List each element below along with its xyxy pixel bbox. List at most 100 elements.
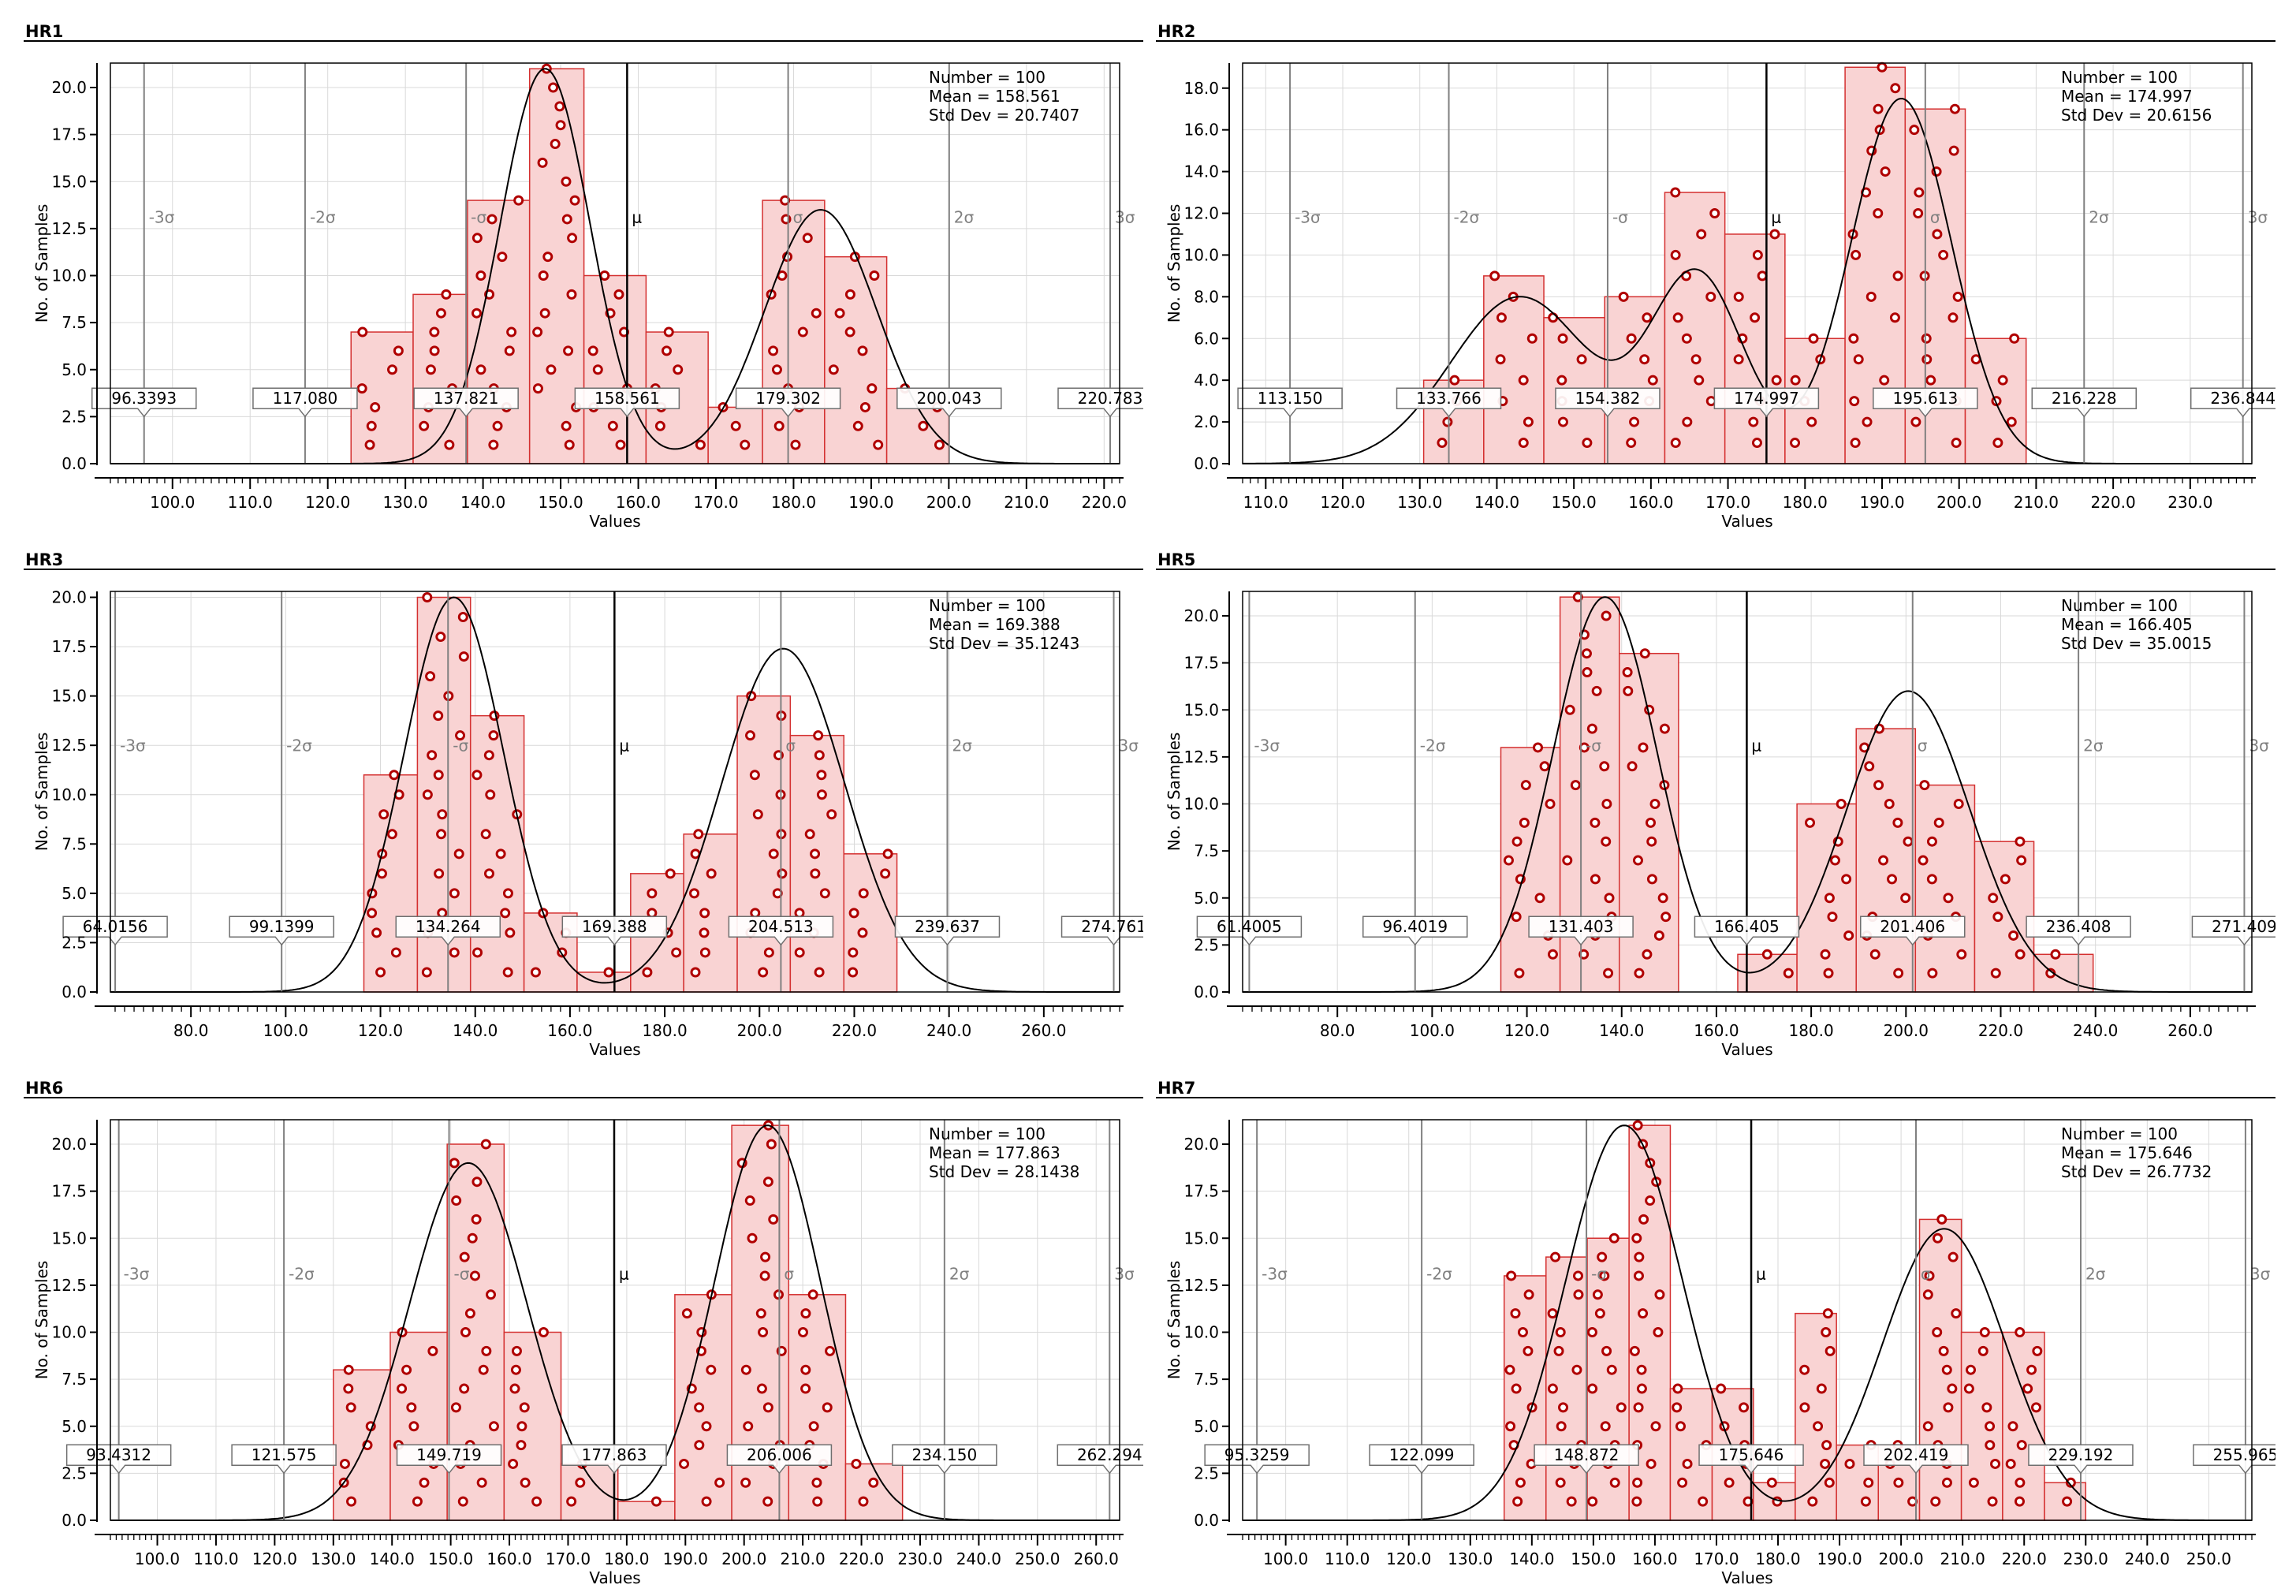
sample-point: [826, 809, 837, 820]
x-tick-label: 110.0: [1243, 493, 1288, 512]
stat-std-dev: Std Dev = 35.0015: [2061, 634, 2212, 653]
sample-point: [1926, 836, 1937, 847]
sample-point: [750, 908, 761, 919]
sample-point: [1633, 1402, 1644, 1413]
stats-box: Number = 100 Mean = 174.997 Std Dev = 20…: [2061, 68, 2212, 125]
sample-point: [762, 1496, 773, 1507]
sigma-symbol: -3σ: [124, 1265, 150, 1284]
sample-point: [1889, 312, 1900, 323]
sigma-value-label: 262.294: [1077, 1445, 1142, 1464]
sample-point: [599, 270, 610, 282]
sample-point: [1985, 1440, 1996, 1451]
sample-point: [1449, 375, 1460, 386]
x-tick-label: 170.0: [1705, 493, 1750, 512]
sample-point: [366, 420, 377, 431]
sigma-callout-box: [252, 387, 358, 418]
stat-mean: Mean = 174.997: [2061, 87, 2193, 106]
x-axis-label: Values: [1721, 1568, 1772, 1587]
y-tick-label: 18.0: [1183, 79, 1219, 98]
sigma-value-label: 133.766: [1416, 389, 1482, 408]
sigma-callout-box: [1057, 1444, 1143, 1475]
sample-point: [858, 888, 869, 899]
sample-point: [869, 270, 880, 282]
sample-point: [509, 1383, 520, 1394]
x-tick-label: 80.0: [173, 1021, 209, 1040]
y-tick-label: 7.5: [62, 313, 87, 332]
sigma-value-label: 206.006: [747, 1445, 812, 1464]
sigma-value-label: 201.406: [1880, 917, 1945, 936]
sigma-value-label: 166.405: [1714, 917, 1780, 936]
sigma-callout-box: [735, 387, 841, 418]
sample-point: [1862, 416, 1873, 427]
sample-point: [706, 1364, 717, 1375]
histogram-bar: [363, 774, 419, 993]
sample-point: [810, 848, 821, 860]
sample-points: [1437, 62, 2020, 449]
histogram-panel-hr6: HR6 -3σ 93.4312 -2σ 121.575 -σ 149.719 μ 177.86…: [24, 1077, 1143, 1590]
sample-point: [1572, 591, 1583, 602]
sample-point: [1495, 354, 1506, 365]
sigma-value-label: 93.4312: [86, 1445, 151, 1464]
sample-point: [642, 967, 653, 978]
sample-point: [1586, 723, 1597, 734]
stat-mean: Mean = 169.388: [929, 615, 1060, 634]
sample-point: [459, 1251, 470, 1262]
sample-point: [343, 1383, 354, 1394]
sample-point: [1909, 125, 1920, 136]
sigma-symbol: -2σ: [1454, 208, 1480, 227]
sample-point: [532, 383, 543, 394]
sample-point: [1523, 1289, 1534, 1300]
stat-number: Number = 100: [2061, 1124, 2178, 1143]
sample-point: [819, 888, 830, 899]
sample-point: [1523, 416, 1534, 427]
sigma-symbol: -2σ: [289, 1265, 315, 1284]
x-tick-label: 190.0: [663, 1549, 708, 1568]
y-tick-label: 17.5: [51, 125, 87, 144]
sample-point: [401, 1364, 412, 1375]
stat-mean: Mean = 175.646: [2061, 1143, 2193, 1162]
sample-point: [1938, 1345, 1949, 1356]
sample-point: [1860, 1496, 1871, 1507]
sigma-callout-box: [728, 915, 834, 946]
sample-point: [408, 1421, 419, 1432]
sigma-symbol: μ: [632, 208, 642, 227]
sigma-callout-box: [561, 915, 668, 946]
sample-point: [1631, 1496, 1642, 1507]
sample-point: [1924, 1270, 1935, 1281]
sample-point: [422, 789, 433, 800]
sample-point: [816, 789, 827, 800]
sample-point: [1553, 1345, 1564, 1356]
sample-point: [1632, 855, 1643, 866]
sample-point: [1821, 1440, 1832, 1451]
sample-point: [844, 326, 855, 337]
y-axis: 0.0 2.0 4.0 6.0 8.0 10.0 12.0 14.0 16.0 18.0 No. o…: [1165, 63, 1230, 473]
sigma-value-label: 96.4019: [1382, 917, 1448, 936]
sample-point: [435, 632, 446, 643]
sigma-callout-box: [2028, 1444, 2134, 1475]
sample-point: [834, 308, 845, 319]
x-tick-label: 220.0: [2002, 1549, 2047, 1568]
sample-point: [389, 770, 400, 781]
sample-point: [1672, 1402, 1683, 1413]
stat-number: Number = 100: [2061, 596, 2178, 615]
sample-point: [2026, 1364, 2037, 1375]
x-axis: 80.0 100.0 120.0 140.0 160.0 180.0 200.0 220.0 2…: [1227, 1005, 2256, 1059]
sample-point: [1892, 817, 1903, 828]
sample-point: [464, 1308, 475, 1319]
sample-point: [433, 710, 444, 722]
y-tick-label: 12.0: [1183, 204, 1219, 223]
x-tick-label: 100.0: [1410, 1021, 1455, 1040]
x-tick-label: 170.0: [546, 1549, 591, 1568]
x-tick-label: 100.0: [1263, 1549, 1308, 1568]
sample-point: [699, 908, 710, 919]
sample-point: [690, 848, 701, 860]
sigma-symbol: 2σ: [2083, 736, 2104, 755]
sample-point: [1887, 874, 1898, 885]
sample-point: [1829, 855, 1840, 866]
histogram-bar: [1724, 233, 1786, 464]
sample-point: [508, 1458, 519, 1469]
sample-point: [752, 809, 763, 820]
y-tick-label: 2.5: [62, 407, 87, 426]
sample-point: [488, 730, 499, 741]
x-tick-label: 110.0: [193, 1549, 238, 1568]
